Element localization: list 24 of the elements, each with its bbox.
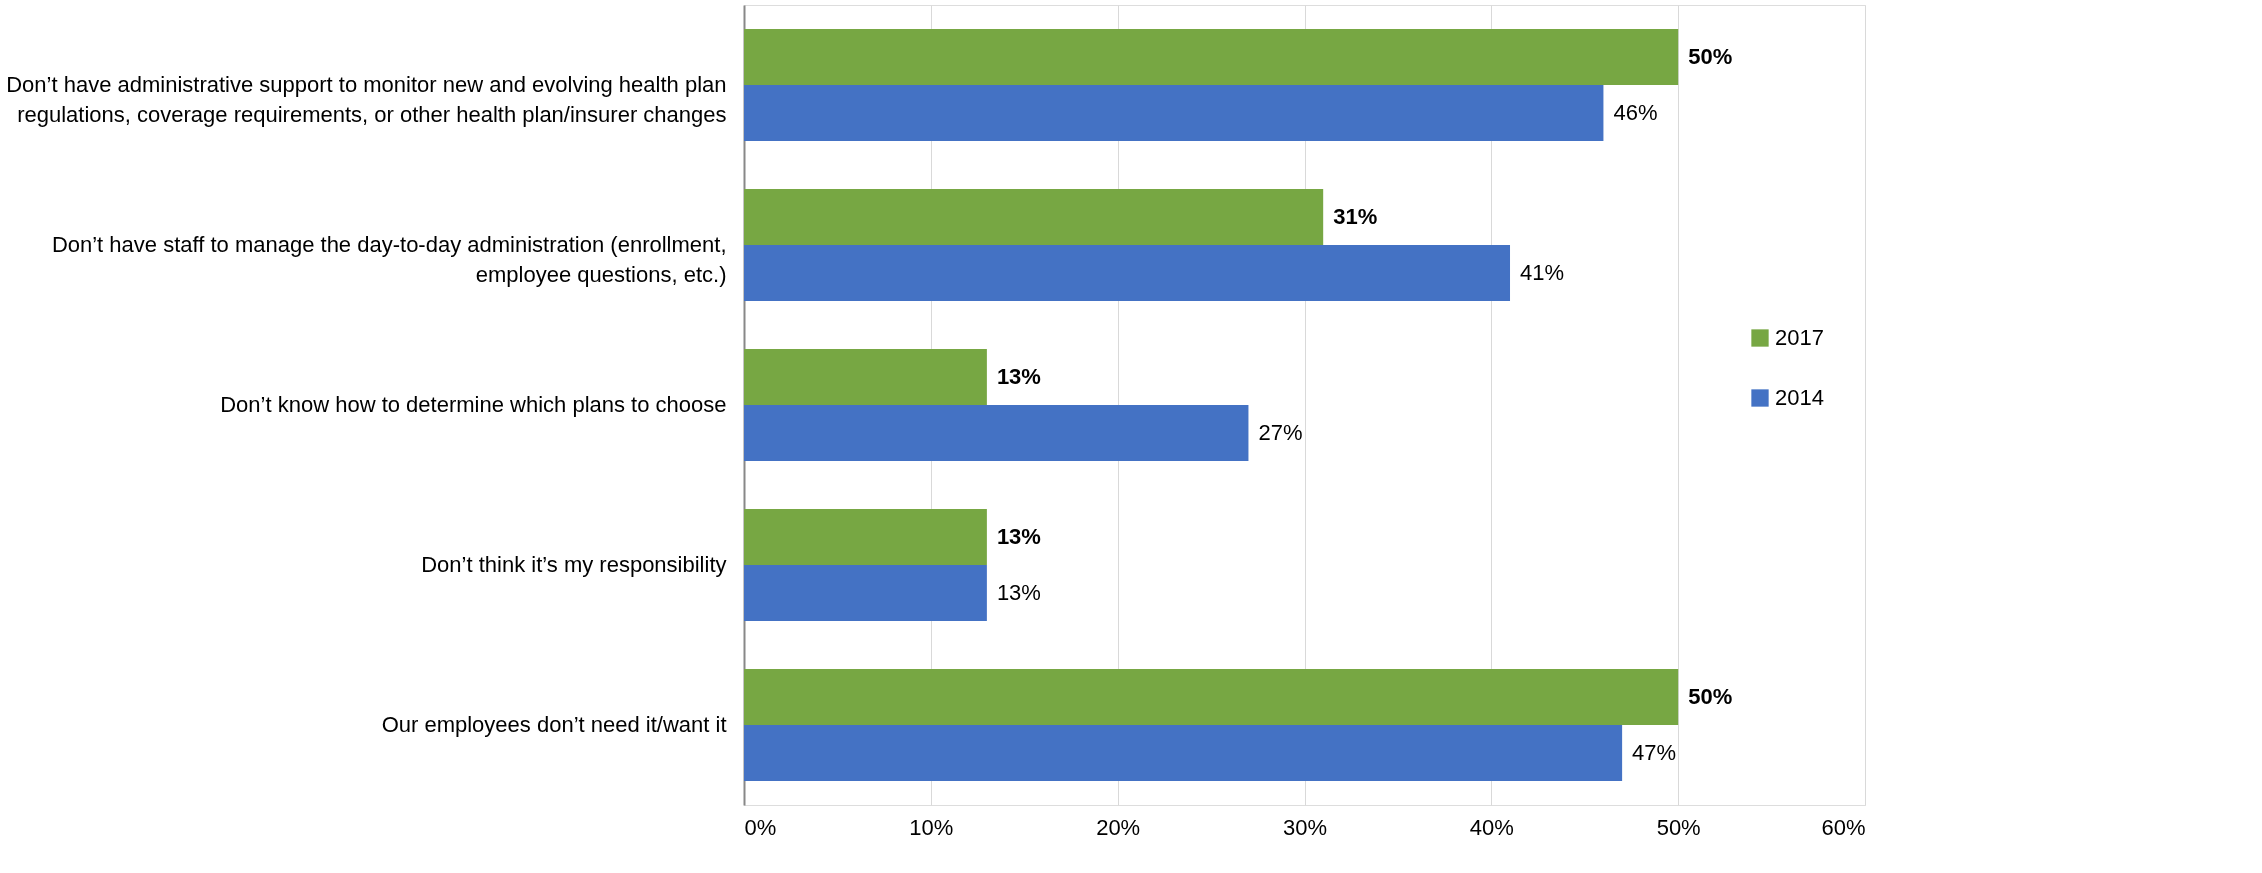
data-label: 13% — [996, 364, 1041, 389]
y-tick-label: Don’t have administrative support to monitor new and evolving health plan regulations, coverage requirements, or other health plan/insurer changes — [6, 72, 727, 127]
x-tick-label: 10% — [909, 814, 954, 840]
y-tick-label: Our employees don’t need it/want it — [381, 712, 727, 737]
x-tick-label: 50% — [1656, 814, 1701, 840]
y-tick-label: Don’t think it’s my responsibility — [421, 552, 727, 577]
y-tick-label: Don’t know how to determine which plans to choose — [220, 392, 727, 417]
data-label: 31% — [1333, 204, 1378, 229]
x-tick-label: 30% — [1282, 814, 1328, 840]
data-label: 13% — [996, 524, 1041, 549]
data-label: 50% — [1688, 684, 1733, 709]
x-tick-label: 40% — [1469, 814, 1514, 840]
x-tick-label: 60% — [1821, 814, 1866, 840]
data-label: 46% — [1613, 100, 1658, 125]
y-tick-label: Don’t have staff to manage the day-to-day administration (enrollment, employee questions, etc.) — [51, 232, 727, 287]
legend-label: 2017 — [1775, 325, 1824, 350]
x-tick-label: 20% — [1096, 814, 1141, 840]
x-tick-label: 0% — [744, 814, 777, 840]
data-label: 41% — [1520, 260, 1565, 285]
data-label: 47% — [1632, 740, 1677, 765]
data-label: 13% — [996, 580, 1041, 605]
legend-label: 2014 — [1775, 385, 1824, 410]
data-label: 50% — [1688, 44, 1733, 69]
data-label: 27% — [1258, 420, 1303, 445]
